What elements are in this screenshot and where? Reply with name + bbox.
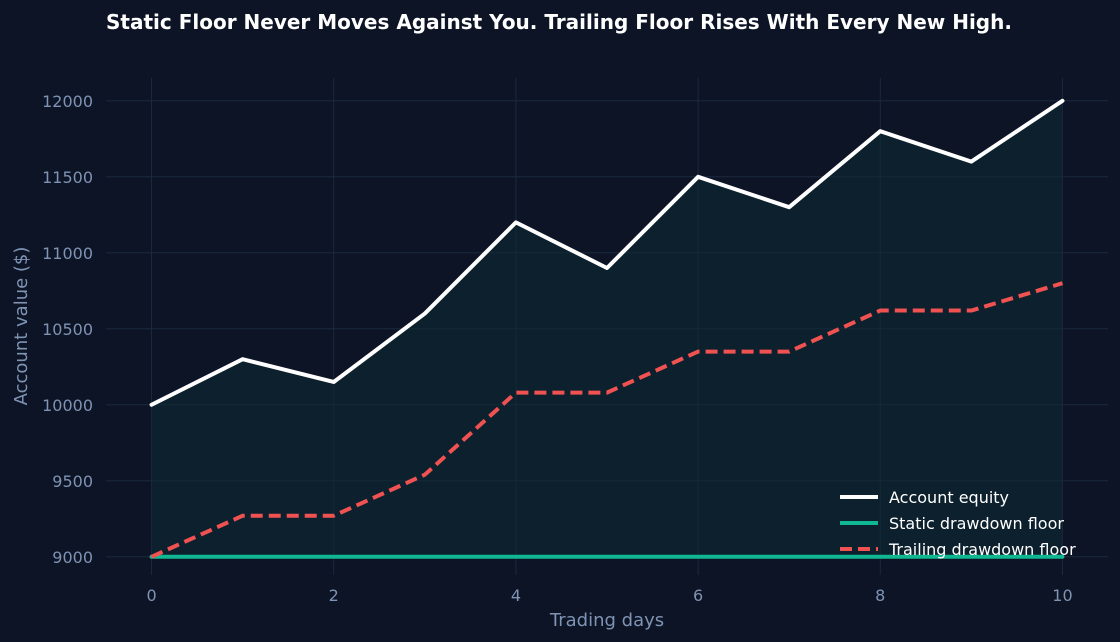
- legend-label: Account equity: [889, 488, 1009, 507]
- x-axis-ticks: 0 2 4 6 8 10: [146, 586, 1072, 605]
- y-tick-label: 9000: [52, 548, 93, 567]
- legend-label: Trailing drawdown floor: [888, 540, 1076, 559]
- y-tick-label: 10500: [42, 320, 93, 339]
- series-line-0: [149, 98, 1065, 407]
- equity-area: [151, 100, 1063, 557]
- x-tick-label: 10: [1052, 586, 1072, 605]
- chart-title: Static Floor Never Moves Against You. Tr…: [106, 10, 1012, 34]
- y-tick-label: 10000: [42, 396, 93, 415]
- x-tick-label: 8: [875, 586, 885, 605]
- equity-area-fill: [151, 100, 1063, 557]
- x-tick-label: 0: [146, 586, 156, 605]
- y-axis-label: Account value ($): [11, 247, 32, 406]
- y-tick-label: 12000: [42, 92, 93, 111]
- y-tick-label: 11500: [42, 168, 93, 187]
- y-axis-ticks: 9000 9500 10000 10500 11000 11500 12000: [42, 92, 93, 567]
- legend: Account equity Static drawdown floor Trail…: [840, 488, 1076, 559]
- legend-label: Static drawdown floor: [889, 514, 1064, 533]
- x-axis-label: Trading days: [549, 610, 664, 631]
- y-tick-label: 9500: [52, 472, 93, 491]
- x-tick-label: 2: [329, 586, 339, 605]
- series-line-2: [150, 281, 1064, 559]
- series-lines: [149, 98, 1065, 559]
- x-tick-label: 6: [693, 586, 703, 605]
- y-tick-label: 11000: [42, 244, 93, 263]
- x-tick-label: 4: [511, 586, 521, 605]
